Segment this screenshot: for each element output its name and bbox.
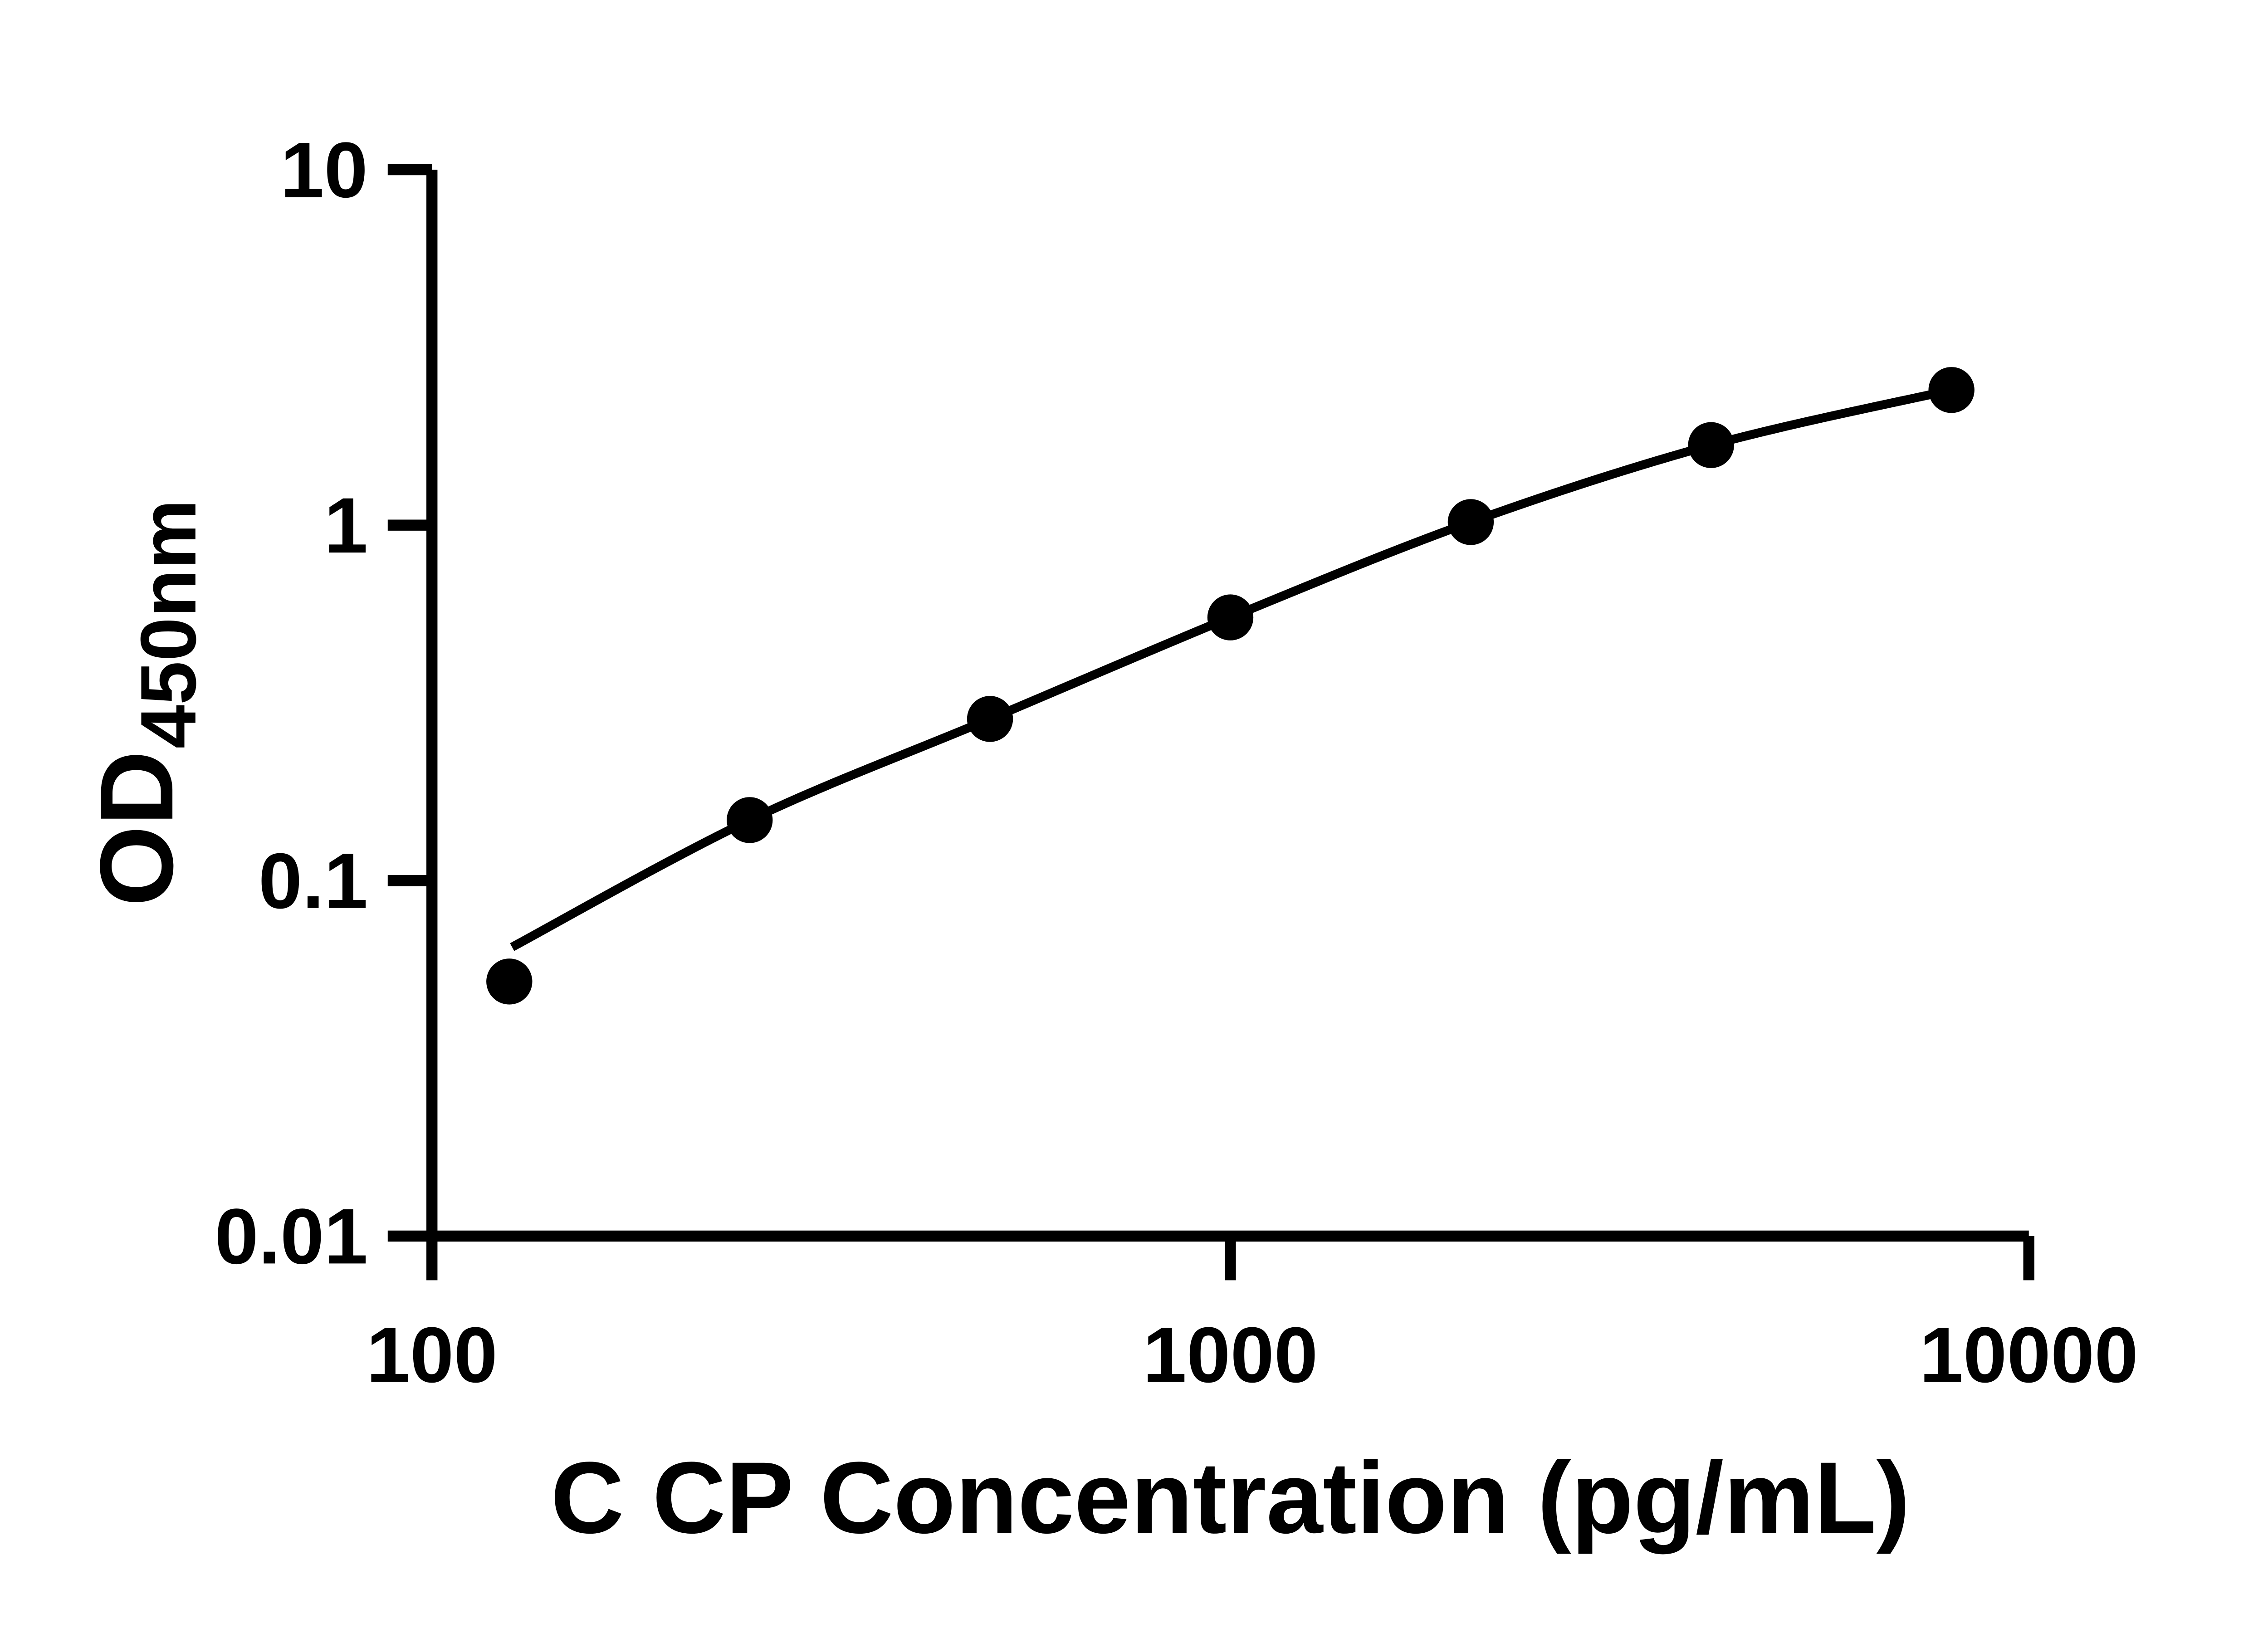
data-point-1000 [1207,594,1254,640]
y-axis-title-main: OD [78,751,195,907]
data-point-2000 [1447,499,1494,545]
fitted-curve [510,386,1953,951]
y-tick-label-1: 1 [324,481,367,569]
x-axis-title: C CP Concentration (pg/mL) [551,1441,1910,1555]
data-point-250 [727,797,773,843]
y-tick-label-0.01: 0.01 [215,1192,368,1280]
y-axis-title: OD 450nm [78,499,212,907]
data-point-8000 [1928,367,1975,413]
y-axis-tick-labels: 10 1 0.1 0.01 [215,126,368,1281]
x-axis-ticks [426,1236,2034,1281]
data-points [486,367,1975,1005]
y-axis-ticks [387,164,432,1242]
y-tick-label-0.1: 0.1 [259,837,368,925]
x-tick-label-10000: 10000 [1920,1311,2138,1399]
fitted-curve-path [510,386,1953,951]
data-point-125 [486,958,533,1005]
data-point-4000 [1688,422,1734,468]
data-point-500 [967,696,1013,742]
x-tick-label-100: 100 [367,1311,498,1399]
y-axis-title-subscript: 450nm [124,499,212,749]
y-tick-label-10: 10 [280,126,368,214]
axis-lines [426,170,2029,1242]
x-tick-label-1000: 1000 [1143,1311,1318,1399]
axes-group [387,164,2034,1281]
x-axis-tick-labels: 100 1000 10000 [367,1311,2138,1399]
